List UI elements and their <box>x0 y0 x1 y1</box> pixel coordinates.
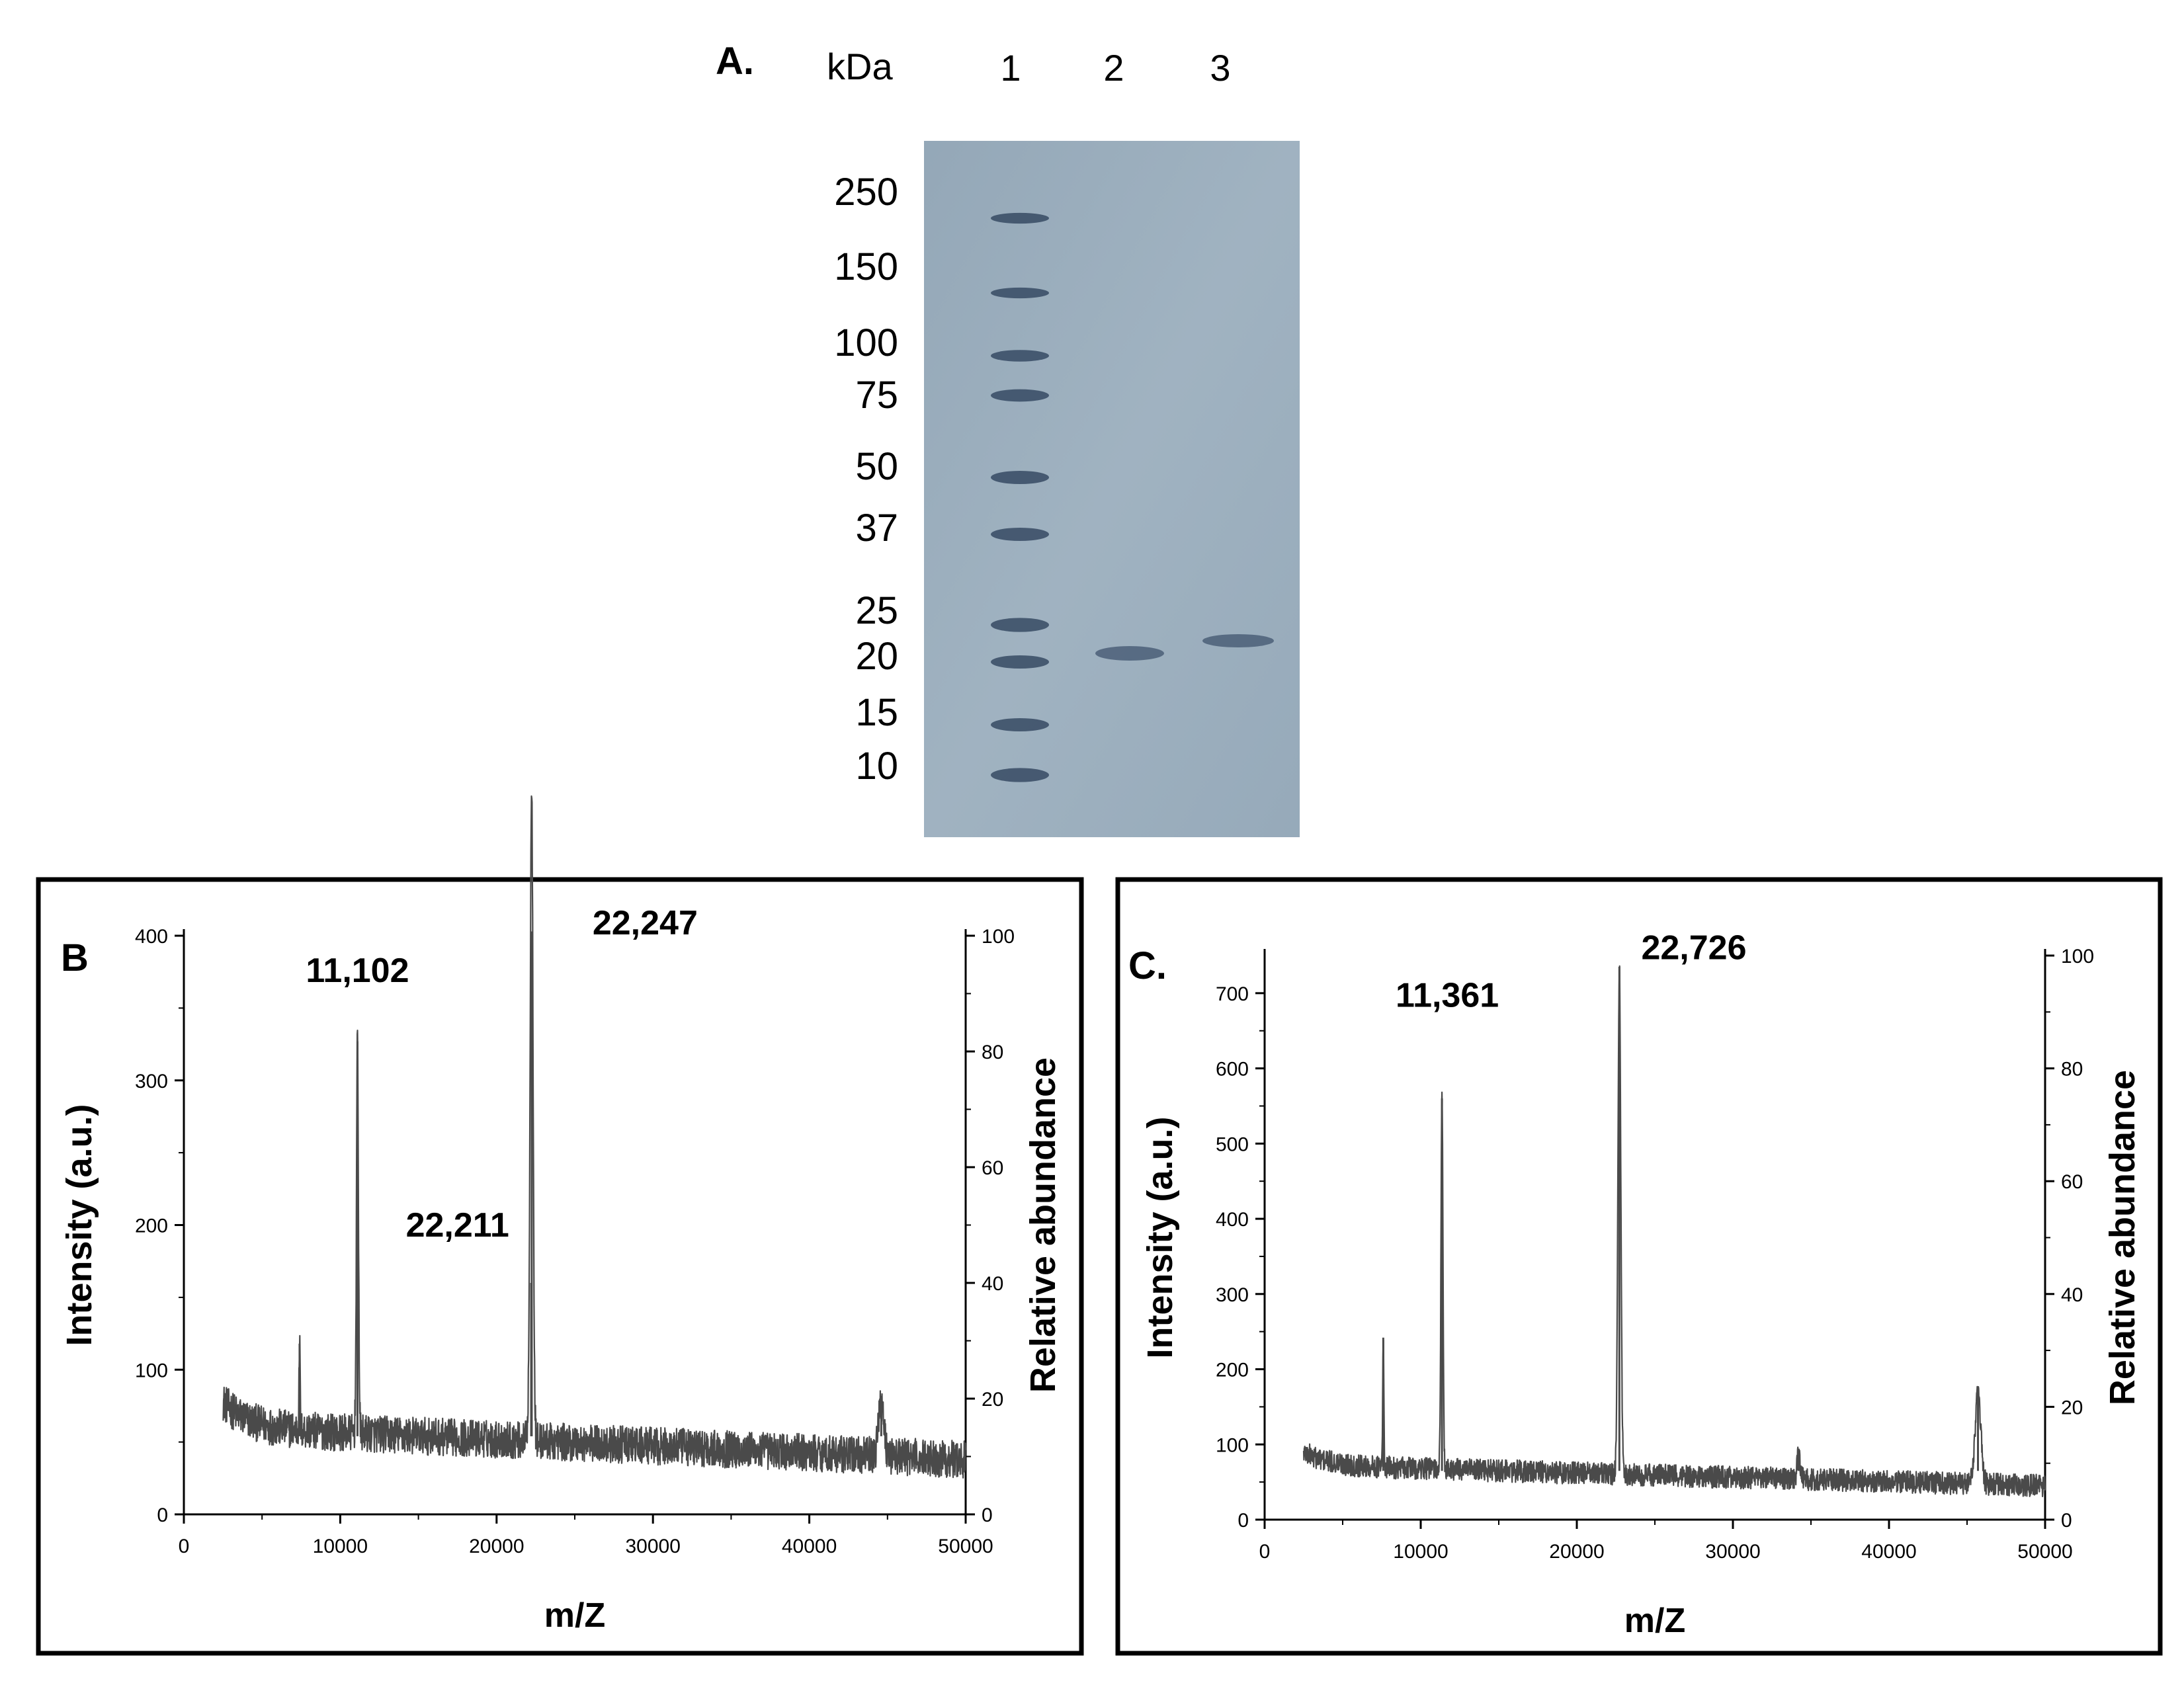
y-tick-label: 500 <box>1216 1133 1249 1155</box>
x-tick-label: 0 <box>179 1536 190 1557</box>
peak-annotation: 11,102 <box>306 952 409 990</box>
kda-unit-label: kDa <box>827 46 893 87</box>
x-tick-label: 10000 <box>313 1536 368 1557</box>
marker-label-250: 250 <box>834 171 898 214</box>
chart-c: 0 10000 20000 30000 40000 5000001002003004005… <box>1128 929 2142 1640</box>
marker-band-20 <box>991 655 1049 669</box>
y2-tick-label: 0 <box>982 1504 993 1526</box>
y2-tick-label: 0 <box>2061 1510 2072 1532</box>
lane-2-band <box>1095 646 1164 661</box>
y-tick-label: 300 <box>1216 1284 1249 1306</box>
marker-label-20: 20 <box>855 635 898 678</box>
y-tick-label: 0 <box>157 1504 168 1526</box>
marker-label-100: 100 <box>834 321 898 364</box>
x-tick-label: 50000 <box>938 1536 993 1557</box>
panel-c-frame <box>1115 877 2163 1656</box>
panel-label: C. <box>1128 944 1167 987</box>
x-tick-label: 40000 <box>782 1536 837 1557</box>
y-tick-label: 100 <box>135 1360 168 1381</box>
x-tick-label: 50000 <box>2017 1541 2072 1563</box>
peak-annotation: 22,247 <box>593 904 698 942</box>
y2-axis-label: Relative abundance <box>1023 1057 1063 1393</box>
peak-annotation: 22,211 <box>406 1206 509 1245</box>
y2-axis-label: Relative abundance <box>2103 1070 2142 1405</box>
y-tick-label: 400 <box>135 926 168 948</box>
x-tick-label: 20000 <box>1549 1541 1604 1563</box>
panel-label: B <box>61 936 89 979</box>
x-tick-label: 0 <box>1259 1541 1271 1563</box>
y2-tick-label: 100 <box>2061 946 2094 967</box>
y2-tick-label: 60 <box>2061 1171 2083 1193</box>
marker-band-50 <box>991 471 1049 484</box>
panel-b-frame <box>36 877 1084 1656</box>
y-tick-label: 0 <box>1238 1510 1249 1532</box>
y2-tick-label: 40 <box>2061 1284 2083 1306</box>
x-axis-label: m/Z <box>1624 1602 1685 1640</box>
marker-band-37 <box>991 528 1049 541</box>
marker-label-50: 50 <box>855 445 898 488</box>
y-axis-label: Intensity (a.u.) <box>1140 1116 1180 1358</box>
y-tick-label: 400 <box>1216 1209 1249 1231</box>
peak-annotation: 11,361 <box>1396 976 1499 1014</box>
marker-band-15 <box>991 718 1049 731</box>
marker-bands <box>991 212 1049 782</box>
x-tick-label: 30000 <box>1705 1541 1760 1563</box>
spectrum-line <box>222 795 967 1479</box>
x-tick-label: 30000 <box>625 1536 680 1557</box>
y-tick-label: 100 <box>1216 1434 1249 1456</box>
marker-label-150: 150 <box>834 245 898 288</box>
lane-label-2: 2 <box>1103 47 1124 89</box>
y-tick-label: 700 <box>1216 983 1249 1005</box>
marker-label-10: 10 <box>855 745 898 788</box>
y-tick-label: 200 <box>135 1215 168 1237</box>
y-tick-label: 200 <box>1216 1360 1249 1381</box>
marker-band-10 <box>991 768 1049 782</box>
panel-a-label: A. <box>716 40 754 83</box>
y2-tick-label: 20 <box>982 1389 1003 1411</box>
marker-label-25: 25 <box>855 589 898 632</box>
y-axis-label: Intensity (a.u.) <box>60 1104 99 1346</box>
y2-tick-label: 20 <box>2061 1397 2083 1418</box>
marker-band-100 <box>991 350 1049 362</box>
marker-band-25 <box>991 618 1049 632</box>
lane-label-3: 3 <box>1210 47 1230 89</box>
y-tick-label: 300 <box>135 1071 168 1092</box>
y-tick-label: 600 <box>1216 1059 1249 1081</box>
gel-shading <box>924 141 1300 837</box>
y2-tick-label: 80 <box>2061 1059 2083 1081</box>
chart-b: 0 10000 20000 30000 40000 50000 0 100 200 300 400 0… <box>60 795 1063 1635</box>
x-tick-label: 20000 <box>469 1536 524 1557</box>
x-axis-label: m/Z <box>544 1596 605 1635</box>
x-tick-label: 40000 <box>1861 1541 1916 1563</box>
peak-annotation: 22,726 <box>1641 929 1746 967</box>
y2-tick-label: 60 <box>982 1157 1003 1179</box>
marker-label-37: 37 <box>855 507 898 550</box>
marker-band-250 <box>991 212 1049 224</box>
marker-label-75: 75 <box>855 374 898 417</box>
y2-tick-label: 100 <box>982 926 1015 948</box>
lane-3-band <box>1202 634 1274 647</box>
y2-tick-label: 80 <box>982 1042 1003 1063</box>
y2-tick-label: 40 <box>982 1273 1003 1295</box>
marker-label-15: 15 <box>855 691 898 734</box>
spectrum-line <box>1302 965 2046 1498</box>
x-tick-label: 10000 <box>1393 1541 1448 1563</box>
lane-label-1: 1 <box>1000 47 1021 89</box>
marker-band-150 <box>991 287 1049 299</box>
marker-band-75 <box>991 389 1049 402</box>
